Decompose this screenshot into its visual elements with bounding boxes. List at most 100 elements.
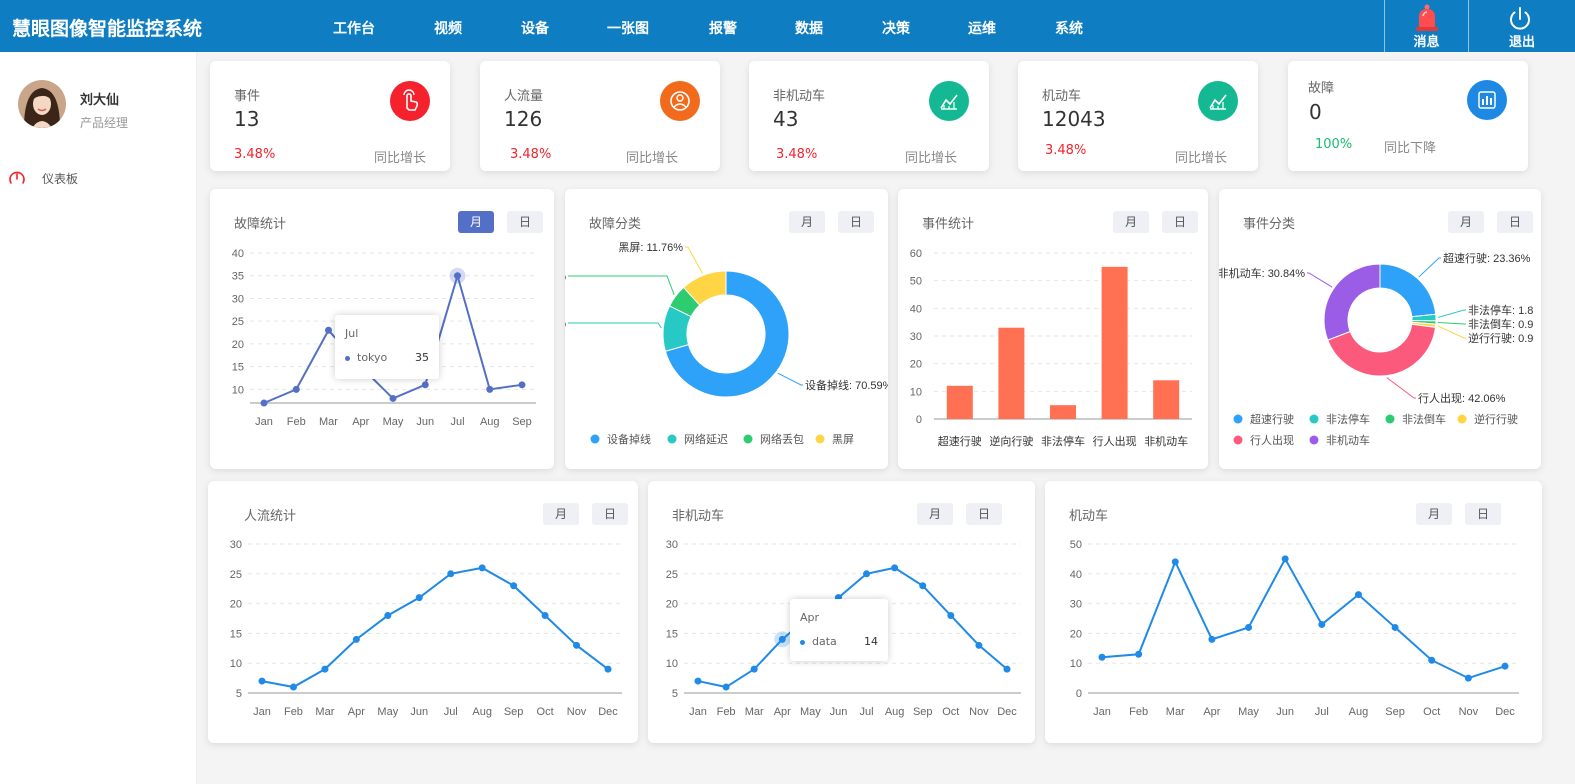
motor-chart: 0 10 20 30 40 50 Jan Feb Mar Apr May Jun Jul Aug Sep Oc… (1070, 539, 1519, 718)
x-tick-label: Jul (444, 706, 458, 718)
stat-card-faults[interactable]: 故障 0 100% 同比下降 (1288, 61, 1528, 171)
legend-label: 行人出现 (1250, 433, 1294, 447)
month-toggle[interactable]: 月 (1448, 211, 1484, 233)
sidebar-item-label: 仪表板 (42, 172, 79, 186)
x-tick-label: May (383, 416, 404, 428)
data-point (541, 612, 549, 620)
nav-operations[interactable]: 运维 (968, 21, 996, 37)
x-tick-label: Jul (450, 416, 464, 428)
x-tick-label: Jun (830, 706, 848, 718)
series-line (697, 566, 1008, 689)
stat-card-motor[interactable]: 机动车 12043 3.48% 同比增长 (1018, 61, 1258, 171)
x-tick-label: Jun (410, 706, 428, 718)
stat-card-people-flow[interactable]: 人流量 126 3.48% 同比增长 (480, 61, 720, 171)
x-tick-label: Mar (745, 706, 764, 718)
x-tick-label: May (377, 706, 398, 718)
day-toggle[interactable]: 日 (838, 211, 874, 233)
slice-label: 黑屏: 11.76% (618, 241, 683, 254)
x-tick-label: Mar (315, 706, 334, 718)
y-tick-label: 40 (910, 303, 922, 315)
day-toggle[interactable]: 日 (1497, 211, 1533, 233)
data-point (947, 612, 955, 620)
nav-decision[interactable]: 决策 (882, 21, 910, 37)
panel-title: 人流统计 (244, 509, 297, 524)
y-tick-label: 30 (1070, 599, 1082, 611)
data-point (486, 385, 494, 393)
day-toggle[interactable]: 日 (1162, 211, 1198, 233)
month-toggle[interactable]: 月 (1416, 503, 1452, 525)
x-tick-label: Nov (1459, 706, 1479, 718)
nav-system[interactable]: 系统 (1055, 21, 1083, 37)
y-tick-label: 10 (230, 658, 242, 670)
day-toggle[interactable]: 日 (592, 503, 628, 525)
x-tick-label: Apr (348, 706, 365, 718)
nav-alarms[interactable]: 报警 (709, 21, 737, 37)
tooltip-dot (345, 356, 350, 361)
y-tick-label: 30 (230, 539, 242, 551)
panel-title: 故障统计 (234, 217, 287, 232)
legend-label: 非法倒车 (1402, 412, 1446, 426)
panel-title: 故障分类 (589, 217, 642, 232)
sidebar-item-dashboard[interactable]: 仪表板 (0, 164, 197, 190)
label-leader-line (1418, 257, 1441, 278)
x-tick-label: Feb (284, 706, 303, 718)
panel-event-class: 超速行驶: 23.36% 非法停车: 1.8 非法倒车: 0.9 逆行行驶: 0.9 行… (1219, 189, 1541, 469)
data-point (384, 612, 392, 620)
nav-video[interactable]: 视频 (434, 21, 462, 37)
data-point (447, 570, 455, 578)
nav-workbench[interactable]: 工作台 (333, 21, 375, 37)
data-point (352, 635, 360, 643)
legend-marker (815, 434, 825, 444)
data-point (510, 582, 518, 590)
data-point (1245, 623, 1253, 631)
data-point (863, 570, 871, 578)
nav-one-map[interactable]: 一张图 (607, 21, 649, 37)
y-tick-label: 25 (666, 569, 678, 581)
month-toggle[interactable]: 月 (789, 211, 825, 233)
x-tick-label: Jan (255, 416, 273, 428)
bar (1153, 380, 1180, 419)
label-leader-line (568, 275, 675, 295)
data-point (694, 677, 702, 685)
stat-card-nonmotor[interactable]: 非机动车 43 3.48% 同比增长 (749, 61, 989, 171)
day-toggle[interactable]: 日 (507, 211, 543, 233)
person-icon (660, 81, 700, 121)
label-leader-line (1437, 325, 1466, 339)
legend-label: 网络延迟 (684, 432, 728, 446)
data-point (1391, 623, 1399, 631)
data-point (389, 394, 397, 402)
x-tick-label: 行人出现 (1093, 434, 1137, 448)
x-tick-label: Sep (913, 706, 933, 718)
legend-marker (1309, 414, 1319, 424)
data-point (722, 683, 730, 691)
legend-label: 非法停车 (1326, 412, 1370, 426)
nav-devices[interactable]: 设备 (521, 21, 549, 37)
x-tick-label: May (800, 706, 821, 718)
data-point (1281, 555, 1289, 563)
slice-label: 超速行驶: 23.36% (1443, 251, 1531, 265)
month-toggle[interactable]: 月 (1113, 211, 1149, 233)
trend-icon (929, 81, 969, 121)
trend-icon (1198, 81, 1238, 121)
stat-value: 126 (504, 107, 543, 131)
month-toggle[interactable]: 月 (458, 211, 494, 233)
tooltip-series: tokyo (357, 351, 388, 364)
messages-button[interactable]: 消息 (1384, 0, 1468, 52)
panel-event-stats: 0 10 20 30 40 50 60 超速行驶 逆向行驶 非法停车 行人出现 非机动车 事件统计 月… (898, 189, 1208, 469)
stat-card-events[interactable]: 事件 13 3.48% 同比增长 (210, 61, 450, 171)
y-tick-label: 60 (910, 248, 922, 260)
x-tick-label: Apr (1203, 706, 1220, 718)
day-toggle[interactable]: 日 (966, 503, 1002, 525)
x-tick-label: Aug (1349, 706, 1369, 718)
y-tick-label: 10 (232, 384, 244, 396)
nav-data[interactable]: 数据 (795, 21, 823, 37)
data-point (604, 665, 612, 673)
tooltip-value: 35 (415, 351, 429, 364)
stat-percent: 3.48% (234, 147, 276, 162)
day-toggle[interactable]: 日 (1465, 503, 1501, 525)
y-tick-label: 15 (232, 362, 244, 374)
month-toggle[interactable]: 月 (917, 503, 953, 525)
logout-button[interactable]: 退出 (1468, 0, 1575, 52)
month-toggle[interactable]: 月 (543, 503, 579, 525)
legend-label: 设备掉线 (607, 432, 651, 446)
